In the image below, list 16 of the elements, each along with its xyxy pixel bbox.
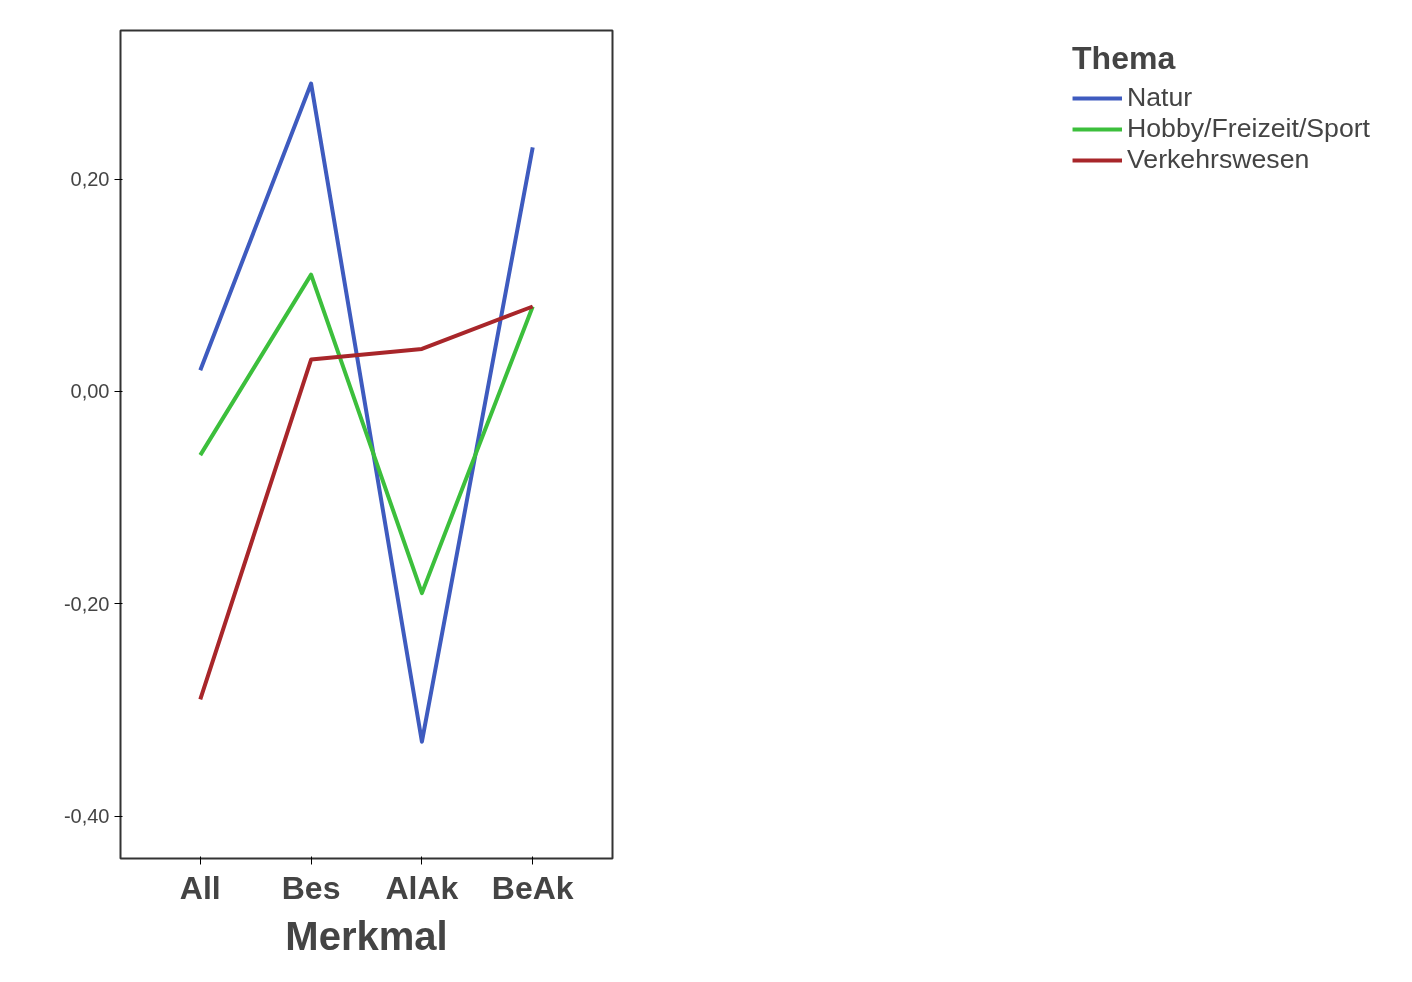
y-tick-label: -0,20: [63, 592, 110, 615]
x-tick-label: Bes: [281, 869, 341, 906]
x-axis-title: Merkmal: [285, 913, 448, 958]
legend-label: Natur: [1127, 82, 1193, 113]
line-series: [198, 81, 535, 744]
x-tick-label: AlAk: [385, 869, 459, 906]
legend-label: Verkehrswesen: [1127, 144, 1310, 175]
legend-title: Thema: [1072, 40, 1177, 77]
x-tick-label: All: [179, 869, 221, 906]
line-series: [198, 304, 535, 702]
legend-label: Hobby/Freizeit/Sport: [1127, 113, 1370, 144]
x-tick-label: BeAk: [491, 869, 574, 906]
line-series: [198, 272, 535, 596]
y-tick-label: 0,20: [70, 168, 110, 191]
y-tick-label: 0,00: [70, 380, 110, 403]
y-tick-label: -0,40: [63, 805, 110, 828]
